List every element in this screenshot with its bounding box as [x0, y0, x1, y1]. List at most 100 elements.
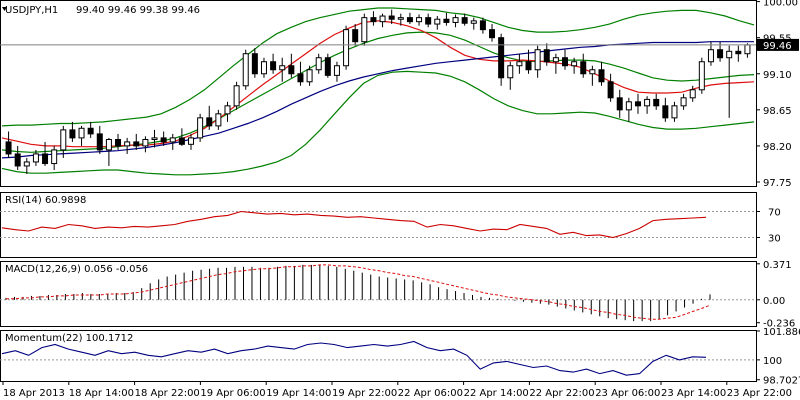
candle-up: [343, 29, 350, 67]
candle-down: [425, 17, 432, 25]
candle-down: [498, 37, 505, 79]
candle-down: [607, 81, 614, 99]
candle-down: [580, 61, 587, 75]
candle-down: [96, 133, 103, 151]
price-tick-label: 98.65: [763, 106, 792, 117]
x-tick-label: 23 Apr 14:00: [661, 388, 726, 399]
macd-tick-label: 0.371: [763, 260, 792, 271]
momentum-line: [1, 340, 707, 376]
candle-down: [479, 20, 486, 31]
candle-up: [698, 61, 705, 91]
candle-up: [306, 69, 313, 83]
x-tick-label: 19 Apr 14:00: [266, 388, 331, 399]
rsi-label: RSI(14) 60.9898: [5, 195, 86, 206]
price-plot-frame: [0, 0, 757, 187]
candle-up: [644, 98, 651, 107]
candle-down: [562, 57, 568, 67]
candle-up: [215, 113, 222, 127]
rsi-line: [1, 210, 707, 239]
candle-up: [279, 65, 286, 71]
candle-up: [534, 49, 541, 71]
candle-up: [571, 61, 578, 67]
candle-up: [78, 127, 85, 139]
candle-up: [625, 101, 632, 111]
candle-up: [470, 20, 477, 24]
candle-down: [370, 17, 377, 23]
rsi-tick-label: 30: [768, 234, 781, 245]
candle-up: [397, 17, 404, 20]
candle-down: [87, 127, 94, 135]
x-tick-label: 19 Apr 22:00: [332, 388, 397, 399]
candle-down: [388, 15, 395, 20]
x-axis: 18 Apr 2013 18 Apr 14:00 18 Apr 22:00 19 Ap…: [2, 381, 792, 399]
candle-up: [105, 139, 112, 151]
candle-down: [352, 29, 359, 43]
candle-down: [206, 117, 213, 127]
candle-up: [23, 161, 30, 167]
candle-down: [178, 137, 185, 145]
momentum-label: Momentum(22) 100.1712: [5, 333, 133, 344]
candle-down: [251, 53, 258, 75]
x-tick-label: 18 Apr 14:00: [69, 388, 134, 399]
candle-up: [60, 129, 67, 151]
candle-down: [160, 137, 167, 143]
candle-up: [315, 57, 322, 71]
ohlc-label: 99.40 99.46 99.38 99.46: [76, 5, 200, 16]
candle-up: [32, 153, 39, 163]
candle-down: [489, 29, 496, 39]
macd-tick-label: 0.00: [763, 296, 785, 307]
collapse-triangle-icon: [2, 7, 7, 11]
candle-up: [188, 137, 194, 145]
candle-up: [142, 139, 149, 147]
candle-down: [443, 18, 450, 23]
candle-down: [616, 97, 623, 111]
candle-up: [169, 137, 176, 143]
candle-up: [242, 53, 249, 87]
macd-label: MACD(12,26,9) 0.056 -0.056: [5, 264, 148, 275]
price-tick-label: 100.00: [763, 0, 798, 9]
candle-up: [707, 49, 714, 63]
candle-up: [233, 85, 240, 107]
momentum-tick-label: 100: [763, 356, 782, 367]
candle-down: [461, 17, 468, 24]
x-tick-label: 22 Apr 14:00: [464, 388, 529, 399]
candle-down: [735, 50, 742, 55]
candle-down: [297, 73, 304, 83]
candle-down: [717, 49, 724, 59]
candle-down: [42, 153, 49, 165]
candle-up: [452, 17, 459, 23]
rsi-panel: 70 30: [0, 192, 781, 258]
candle-down: [133, 141, 140, 147]
overlay-line-0: [1, 7, 755, 127]
rsi-plot-frame: [0, 192, 757, 258]
candle-up: [333, 65, 340, 76]
candle-up: [589, 69, 596, 75]
candle-up: [689, 89, 696, 99]
candle-down: [69, 129, 76, 139]
x-tick-label: 18 Apr 2013: [3, 388, 65, 399]
rsi-tick-label: 70: [768, 208, 781, 219]
candle-up: [671, 105, 678, 119]
candle-down: [288, 65, 295, 75]
candle-up: [434, 18, 441, 25]
candle-up: [260, 61, 267, 75]
candle-down: [14, 153, 21, 167]
candle-down: [662, 105, 669, 119]
candle-up: [552, 57, 559, 63]
macd-signal-line: [6, 264, 711, 320]
candle-up: [744, 44, 751, 55]
x-tick-label: 22 Apr 22:00: [529, 388, 594, 399]
x-tick-label: 18 Apr 22:00: [135, 388, 200, 399]
current-price-label: 99.46: [763, 41, 792, 52]
candle-up: [124, 141, 131, 147]
candle-up: [361, 17, 368, 43]
candle-down: [598, 69, 605, 83]
x-tick-label: 19 Apr 06:00: [200, 388, 265, 399]
x-tick-label: 23 Apr 22:00: [727, 388, 792, 399]
momentum-panel: 101.8866 100 98.7027: [0, 327, 800, 387]
candle-up: [379, 15, 386, 23]
momentum-tick-label: 101.8866: [763, 327, 800, 338]
candle-down: [5, 141, 12, 155]
